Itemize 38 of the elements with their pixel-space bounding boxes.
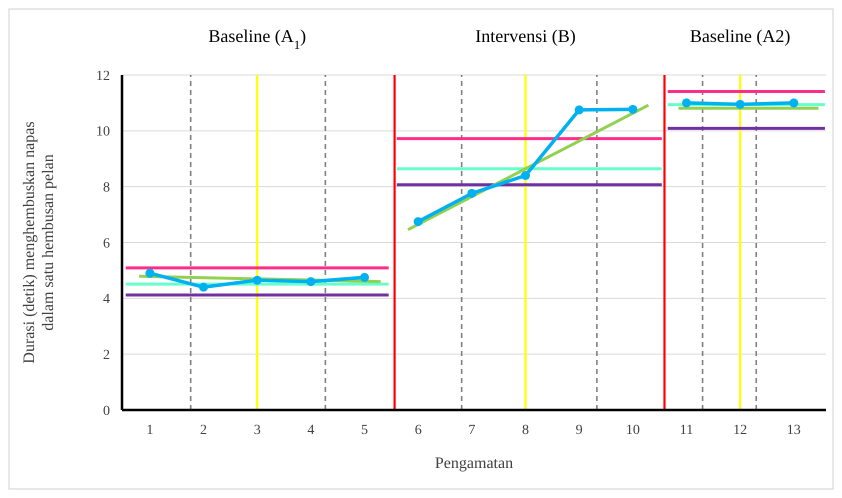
y-tick-label: 4 — [103, 292, 110, 308]
y-tick-label: 12 — [96, 68, 110, 84]
point — [736, 100, 745, 109]
y-axis-title: Durasi (detik) menghembuskan napas dalam satu hembusan pelan — [21, 121, 57, 364]
x-tick-label: 11 — [680, 423, 694, 438]
y-tick-label: 0 — [103, 404, 110, 419]
y-tick-label: 6 — [103, 236, 110, 252]
point — [360, 272, 370, 282]
point — [789, 98, 798, 108]
point — [199, 282, 208, 292]
point — [306, 277, 316, 286]
x-tick-label: 6 — [414, 423, 422, 438]
y-tick-label: 8 — [103, 180, 110, 196]
y-tick-label: 10 — [96, 124, 110, 140]
point — [682, 98, 691, 108]
point — [252, 276, 262, 285]
x-tick-label: 1 — [146, 423, 154, 438]
x-tick-label: 13 — [786, 423, 801, 438]
x-tick-label: 12 — [733, 423, 748, 438]
y-tick-label: 2 — [103, 348, 110, 364]
text: Baseline (A$_{1}$) — [208, 26, 306, 52]
x-tick-label: 7 — [468, 423, 476, 438]
point — [414, 217, 423, 226]
x-tick-label: 10 — [626, 423, 640, 438]
point — [467, 188, 476, 198]
x-tick-label: 5 — [361, 423, 368, 438]
x-axis-title: Pengamatan — [434, 455, 514, 472]
text: Intervensi (B) — [475, 26, 576, 46]
x-tick-label: 3 — [254, 423, 261, 438]
x-tick-label: 9 — [576, 423, 583, 438]
point — [574, 105, 584, 114]
x-tick-label: 8 — [522, 423, 530, 438]
x-tick-label: 4 — [307, 423, 314, 438]
text: Baseline (A2) — [690, 26, 790, 46]
x-tick-label: 2 — [200, 423, 208, 438]
point — [145, 268, 154, 278]
point — [521, 171, 530, 180]
point — [628, 104, 638, 114]
